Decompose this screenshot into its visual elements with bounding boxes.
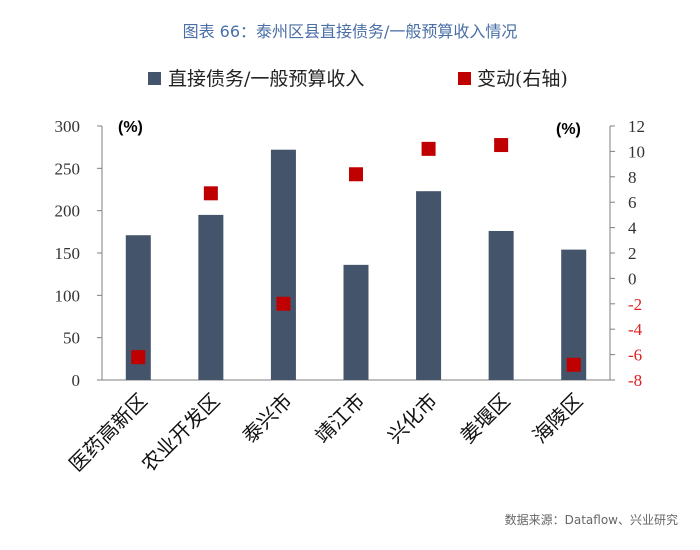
legend-marker-label: 变动(右轴) bbox=[477, 68, 568, 90]
y-right-tick-label: 2 bbox=[628, 244, 637, 263]
y-right-tick-label: -4 bbox=[628, 320, 643, 339]
category-label: 农业开发区 bbox=[137, 389, 225, 477]
y-right-tick-label: -6 bbox=[628, 346, 642, 365]
source-note: 数据来源：Dataflow、兴业研究 bbox=[504, 513, 678, 527]
bar bbox=[416, 191, 442, 380]
y-right-tick-label: -2 bbox=[628, 295, 642, 314]
change-marker bbox=[131, 350, 146, 365]
y-right-tick-label: 4 bbox=[628, 219, 637, 238]
category-label: 医药高新区 bbox=[64, 389, 152, 477]
category-label: 靖江市 bbox=[310, 389, 369, 448]
change-marker bbox=[421, 141, 436, 156]
y-right-tick-label: -8 bbox=[628, 371, 642, 390]
y-left-unit: (%) bbox=[118, 119, 143, 136]
legend-bar-swatch bbox=[148, 72, 161, 85]
y-left-tick-label: 250 bbox=[55, 159, 81, 178]
legend-bar-label: 直接债务/一般预算收入 bbox=[168, 68, 364, 90]
change-marker bbox=[494, 138, 509, 153]
y-right-unit: (%) bbox=[556, 121, 581, 138]
y-left-tick-label: 300 bbox=[55, 117, 81, 136]
y-left-tick-label: 0 bbox=[72, 371, 81, 390]
bar bbox=[488, 230, 514, 380]
bar bbox=[343, 264, 369, 380]
chart-title: 图表 66：泰州区县直接债务/一般预算收入情况 bbox=[182, 22, 518, 41]
category-label: 海陵区 bbox=[528, 389, 587, 448]
y-right-tick-label: 8 bbox=[628, 168, 637, 187]
y-right-tick-label: 12 bbox=[628, 117, 645, 136]
axes: 0 50 100 150 200 250 300 -8 -6 -4 -2 0 2 4 6 8 10 12 (%) (%… bbox=[55, 117, 646, 390]
y-right-tick-label: 6 bbox=[628, 193, 637, 212]
change-marker bbox=[566, 357, 581, 372]
change-marker bbox=[276, 296, 291, 311]
y-right-tick-label: 10 bbox=[628, 142, 645, 161]
y-left-tick-label: 200 bbox=[55, 202, 81, 221]
bar bbox=[270, 149, 296, 380]
bar-series bbox=[125, 149, 587, 380]
legend: 直接债务/一般预算收入 变动(右轴) bbox=[148, 68, 568, 90]
category-label: 兴化市 bbox=[383, 389, 442, 448]
category-label: 泰兴市 bbox=[238, 389, 297, 448]
category-label: 姜堰区 bbox=[455, 389, 514, 448]
change-series bbox=[131, 138, 581, 372]
bar bbox=[198, 214, 224, 380]
change-marker bbox=[203, 186, 218, 201]
y-left-tick-label: 50 bbox=[63, 329, 80, 348]
legend-marker-swatch bbox=[458, 72, 471, 85]
y-right-tick-label: 0 bbox=[628, 269, 637, 288]
y-left-tick-label: 150 bbox=[55, 244, 81, 263]
y-left-tick-label: 100 bbox=[55, 286, 81, 305]
change-marker bbox=[349, 167, 363, 182]
